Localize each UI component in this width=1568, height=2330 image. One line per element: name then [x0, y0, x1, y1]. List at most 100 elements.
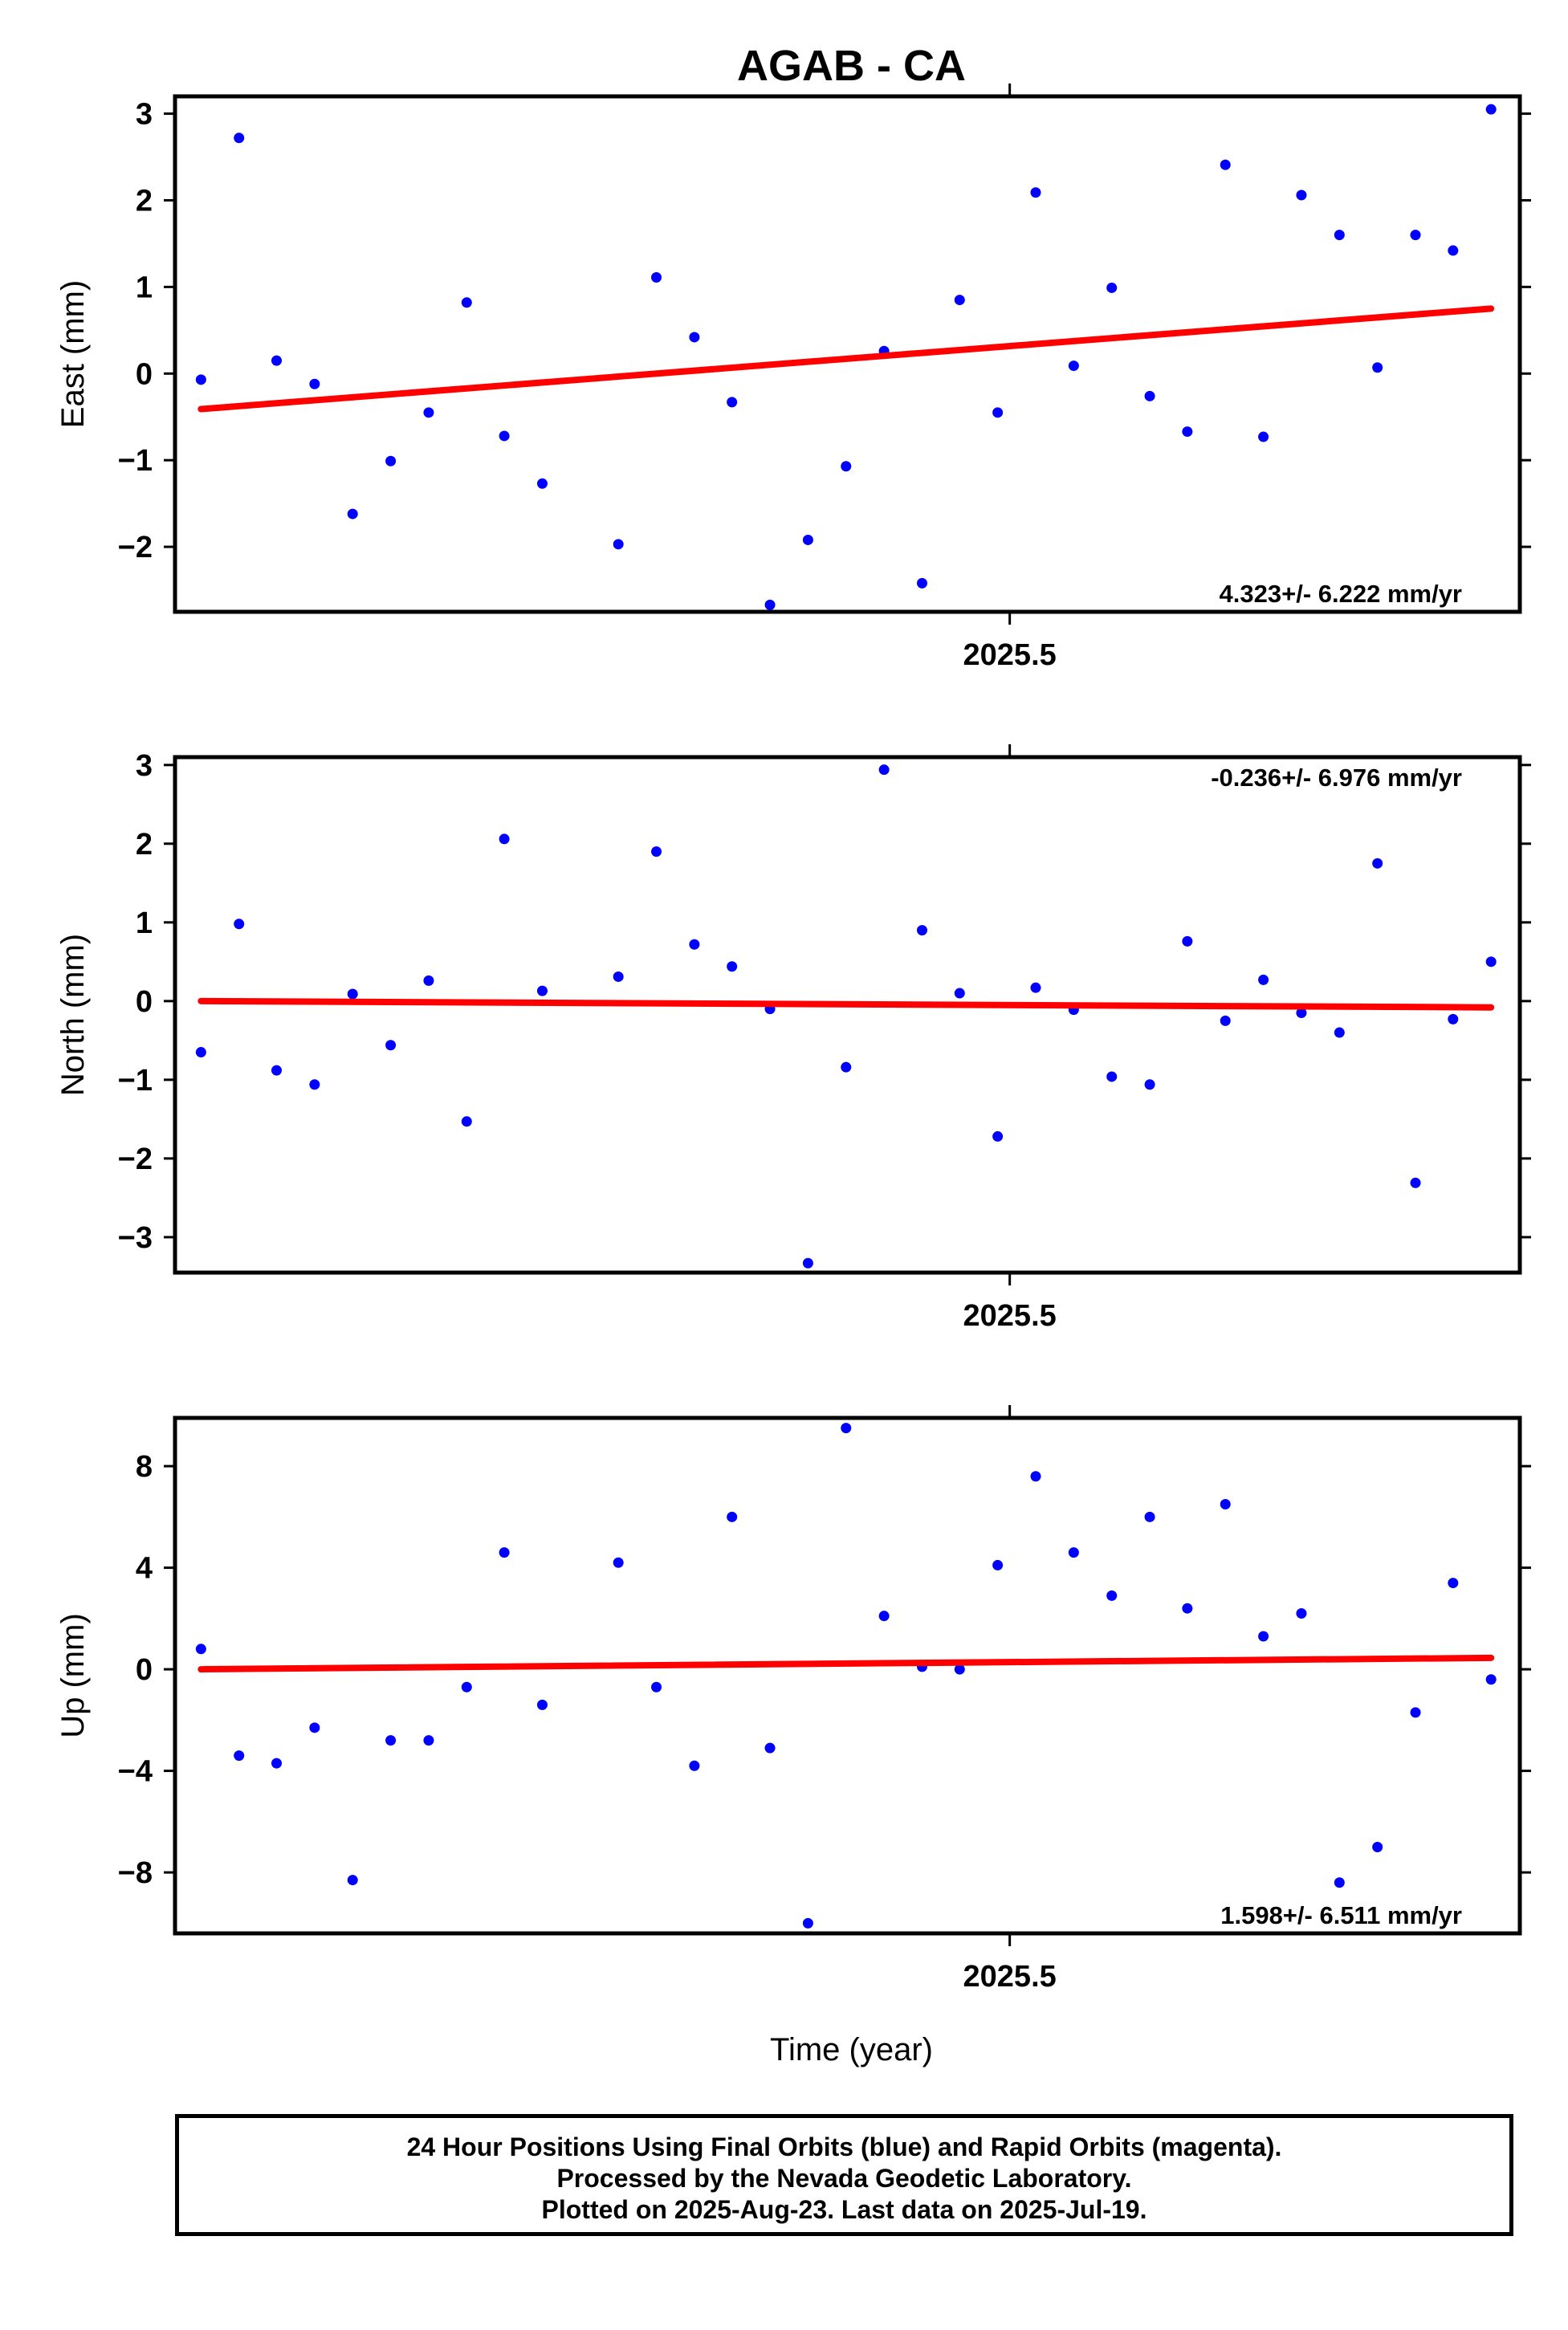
y-tick-label: 0 [136, 1653, 153, 1687]
data-point [689, 332, 700, 343]
data-point [1296, 189, 1307, 201]
data-point [1030, 187, 1041, 198]
data-point [954, 295, 965, 306]
data-point [689, 1760, 700, 1771]
data-point [271, 1758, 282, 1769]
data-point [954, 988, 965, 999]
data-point [1182, 935, 1193, 947]
y-tick-label: 2 [136, 828, 153, 862]
data-point [992, 1130, 1004, 1142]
data-point [1334, 1877, 1345, 1888]
data-point [1410, 1177, 1421, 1188]
data-point [689, 939, 700, 950]
panel-up: −8 −4 0 4 8 2025.5 Up (mm) Time (year) 1.598+/- … [55, 1405, 1531, 2067]
x-axis-label: Time (year) [770, 2032, 933, 2067]
data-point [613, 971, 624, 982]
data-point [195, 374, 206, 385]
y-axis-label: East (mm) [55, 280, 91, 428]
data-point [499, 1547, 510, 1558]
panel-east: −2 −1 0 1 2 3 2025.5 East (mm) AGAB - CA 4.323+/-… [55, 42, 1531, 672]
data-point [385, 1735, 397, 1746]
data-point [1144, 1511, 1155, 1522]
data-point [499, 833, 510, 845]
data-point [1258, 431, 1269, 442]
data-point [1296, 1008, 1307, 1019]
data-point [347, 1875, 358, 1886]
data-point [916, 925, 927, 936]
data-point [423, 1735, 434, 1746]
y-tick-label: 3 [136, 749, 153, 783]
y-tick-label: 0 [136, 357, 153, 391]
y-tick-label: 1 [136, 906, 153, 940]
footer-line-1: 24 Hour Positions Using Final Orbits (bl… [406, 2132, 1282, 2161]
plot-frame [173, 94, 1522, 614]
data-point [1372, 1841, 1383, 1852]
data-point [536, 478, 548, 489]
data-point [613, 1557, 624, 1568]
y-tick-label: −2 [118, 1143, 153, 1176]
data-point [234, 1750, 245, 1762]
y-tick-label: 2 [136, 184, 153, 218]
data-point [461, 1681, 472, 1693]
data-point [1106, 282, 1118, 293]
data-point [309, 378, 320, 389]
velocity-label: -0.236+/- 6.976 mm/yr [1211, 764, 1462, 792]
data-point [1258, 974, 1269, 985]
data-point [651, 846, 662, 857]
data-point [1144, 390, 1155, 401]
chart-title: AGAB - CA [737, 42, 966, 90]
data-point [271, 1065, 282, 1076]
data-point [1448, 1578, 1459, 1589]
data-point [1182, 1603, 1193, 1614]
y-axis-label: North (mm) [55, 934, 91, 1096]
y-tick-label: −4 [118, 1755, 153, 1789]
y-tick-label: 4 [136, 1552, 153, 1586]
data-point [1448, 1013, 1459, 1024]
data-point [1410, 1707, 1421, 1718]
y-tick-label: 3 [136, 98, 153, 132]
data-point [1485, 956, 1497, 967]
data-point [1030, 982, 1041, 993]
y-tick-label: 8 [136, 1450, 153, 1484]
data-point [385, 1040, 397, 1051]
plot-frame [173, 755, 1522, 1275]
data-point [764, 599, 776, 610]
data-point [878, 764, 890, 776]
data-point [423, 407, 434, 418]
panel-north: −3 −2 −1 0 1 2 3 2025.5 North (mm) -0.236+/- 6.97… [55, 744, 1531, 1333]
data-point [1068, 360, 1079, 372]
data-point [1106, 1071, 1118, 1082]
data-point [195, 1047, 206, 1058]
data-point [802, 1917, 813, 1929]
x-tick-label: 2025.5 [963, 638, 1057, 672]
data-point [802, 534, 813, 545]
data-point [651, 1681, 662, 1693]
y-tick-label: −2 [118, 531, 153, 564]
trend-line [198, 997, 1495, 1011]
data-point [461, 297, 472, 308]
data-point [1030, 1471, 1041, 1482]
y-tick-label: −3 [118, 1221, 153, 1255]
data-point [347, 508, 358, 519]
y-tick-label: 0 [136, 985, 153, 1019]
data-point [916, 577, 927, 589]
data-point [1334, 1027, 1345, 1038]
data-point [1144, 1079, 1155, 1090]
data-point [727, 397, 738, 408]
y-tick-label: 1 [136, 271, 153, 304]
data-point [234, 132, 245, 144]
data-point [1182, 426, 1193, 438]
data-point [271, 355, 282, 366]
data-point [347, 988, 358, 1000]
data-point [1372, 857, 1383, 869]
y-tick-label: −1 [118, 444, 153, 478]
data-point [423, 975, 434, 986]
data-point [954, 1664, 965, 1675]
data-point [536, 1699, 548, 1710]
data-point [992, 1559, 1004, 1570]
velocity-label: 4.323+/- 6.222 mm/yr [1220, 580, 1462, 608]
footer-caption: 24 Hour Positions Using Final Orbits (bl… [175, 2114, 1513, 2236]
footer-line-2: Processed by the Nevada Geodetic Laborat… [556, 2164, 1132, 2193]
x-tick-label: 2025.5 [963, 1299, 1057, 1333]
data-point [461, 1116, 472, 1127]
